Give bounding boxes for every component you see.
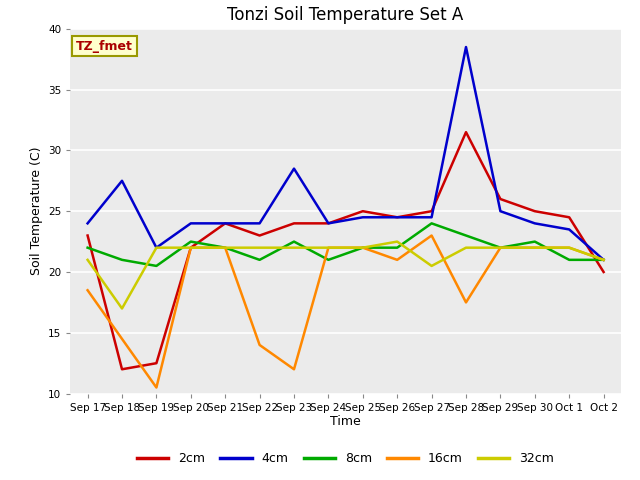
2cm — [118, 366, 126, 372]
16cm — [256, 342, 264, 348]
4cm — [394, 215, 401, 220]
16cm — [187, 245, 195, 251]
4cm — [600, 257, 607, 263]
8cm — [394, 245, 401, 251]
X-axis label: Time: Time — [330, 415, 361, 429]
8cm — [531, 239, 539, 244]
8cm — [187, 239, 195, 244]
2cm — [600, 269, 607, 275]
Line: 32cm: 32cm — [88, 241, 604, 309]
32cm — [221, 245, 229, 251]
8cm — [428, 220, 435, 226]
32cm — [497, 245, 504, 251]
2cm — [394, 215, 401, 220]
Line: 8cm: 8cm — [88, 223, 604, 266]
4cm — [462, 44, 470, 50]
4cm — [290, 166, 298, 171]
16cm — [290, 366, 298, 372]
Text: TZ_fmet: TZ_fmet — [76, 40, 132, 53]
2cm — [187, 245, 195, 251]
4cm — [221, 220, 229, 226]
8cm — [565, 257, 573, 263]
16cm — [600, 257, 607, 263]
2cm — [462, 129, 470, 135]
8cm — [497, 245, 504, 251]
4cm — [84, 220, 92, 226]
16cm — [84, 288, 92, 293]
16cm — [565, 245, 573, 251]
32cm — [256, 245, 264, 251]
2cm — [256, 233, 264, 239]
8cm — [221, 245, 229, 251]
4cm — [256, 220, 264, 226]
16cm — [118, 336, 126, 342]
4cm — [187, 220, 195, 226]
32cm — [118, 306, 126, 312]
2cm — [84, 233, 92, 239]
4cm — [324, 220, 332, 226]
Line: 2cm: 2cm — [88, 132, 604, 369]
8cm — [462, 233, 470, 239]
4cm — [118, 178, 126, 184]
16cm — [428, 233, 435, 239]
4cm — [565, 227, 573, 232]
8cm — [118, 257, 126, 263]
16cm — [221, 245, 229, 251]
32cm — [565, 245, 573, 251]
32cm — [290, 245, 298, 251]
8cm — [152, 263, 160, 269]
Legend: 2cm, 4cm, 8cm, 16cm, 32cm: 2cm, 4cm, 8cm, 16cm, 32cm — [132, 447, 559, 470]
4cm — [531, 220, 539, 226]
32cm — [152, 245, 160, 251]
Line: 4cm: 4cm — [88, 47, 604, 260]
2cm — [290, 220, 298, 226]
2cm — [531, 208, 539, 214]
32cm — [84, 257, 92, 263]
8cm — [600, 257, 607, 263]
2cm — [152, 360, 160, 366]
16cm — [152, 384, 160, 390]
4cm — [497, 208, 504, 214]
32cm — [359, 245, 367, 251]
16cm — [394, 257, 401, 263]
32cm — [187, 245, 195, 251]
32cm — [428, 263, 435, 269]
2cm — [359, 208, 367, 214]
8cm — [324, 257, 332, 263]
4cm — [359, 215, 367, 220]
Title: Tonzi Soil Temperature Set A: Tonzi Soil Temperature Set A — [227, 6, 464, 24]
8cm — [84, 245, 92, 251]
Y-axis label: Soil Temperature (C): Soil Temperature (C) — [29, 147, 43, 276]
2cm — [428, 208, 435, 214]
4cm — [428, 215, 435, 220]
2cm — [324, 220, 332, 226]
16cm — [497, 245, 504, 251]
32cm — [324, 245, 332, 251]
4cm — [152, 245, 160, 251]
8cm — [359, 245, 367, 251]
32cm — [600, 257, 607, 263]
Line: 16cm: 16cm — [88, 236, 604, 387]
2cm — [221, 220, 229, 226]
2cm — [497, 196, 504, 202]
2cm — [565, 215, 573, 220]
32cm — [531, 245, 539, 251]
8cm — [256, 257, 264, 263]
32cm — [462, 245, 470, 251]
16cm — [531, 245, 539, 251]
8cm — [290, 239, 298, 244]
16cm — [324, 245, 332, 251]
16cm — [359, 245, 367, 251]
32cm — [394, 239, 401, 244]
16cm — [462, 300, 470, 305]
